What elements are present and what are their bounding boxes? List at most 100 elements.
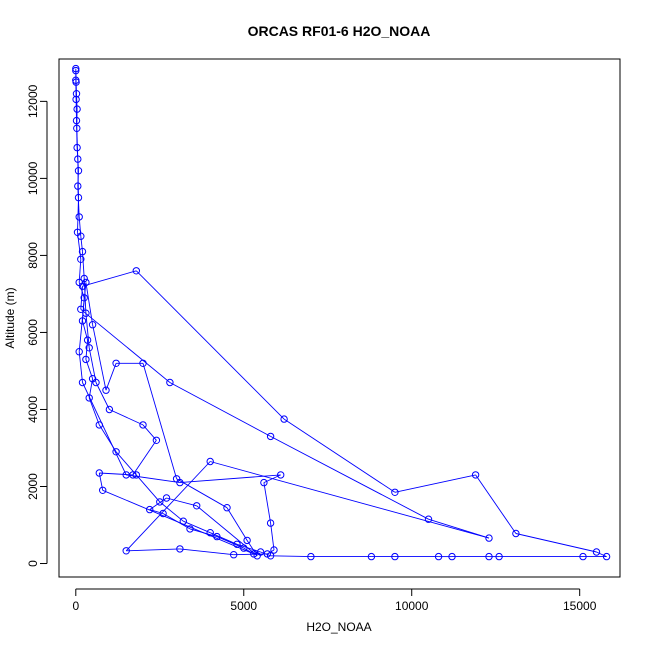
- series-segment: [169, 382, 271, 437]
- data-point: [592, 548, 601, 556]
- data-point: [166, 378, 174, 387]
- data-point: [602, 552, 611, 561]
- series-segment: [270, 523, 275, 551]
- series-segment: [149, 509, 164, 514]
- series-segment: [95, 382, 110, 410]
- data-point: [424, 515, 433, 523]
- data-point: [250, 550, 258, 558]
- data-point: [579, 552, 587, 561]
- data-point: [266, 519, 275, 527]
- data-point: [95, 469, 104, 477]
- data-point: [139, 421, 147, 429]
- data-point: [485, 534, 493, 542]
- data-point: [471, 471, 480, 479]
- data-point: [307, 552, 315, 561]
- data-point: [73, 143, 81, 152]
- data-point: [263, 550, 271, 558]
- data-point: [152, 436, 161, 444]
- data-point: [243, 536, 251, 545]
- series-segment: [126, 548, 180, 552]
- series-line: [75, 68, 607, 558]
- data-point: [112, 359, 120, 367]
- data-point: [95, 421, 104, 429]
- y-axis-label: Altitude (m): [3, 287, 17, 348]
- data-point: [280, 415, 288, 423]
- data-point: [206, 529, 214, 537]
- y-tick-label: 8000: [26, 242, 40, 269]
- series-segment: [82, 270, 137, 287]
- data-point: [391, 552, 399, 561]
- data-point: [72, 90, 81, 98]
- series-segment: [82, 251, 85, 279]
- data-point: [75, 348, 83, 356]
- data-point: [260, 478, 268, 487]
- data-point: [485, 552, 493, 561]
- series-segment: [78, 259, 82, 283]
- series-segment: [183, 520, 211, 534]
- series-segment: [475, 474, 517, 534]
- chart-title: ORCAS RF01-6 H2O_NOAA: [248, 23, 431, 39]
- data-point: [82, 278, 90, 287]
- data-point: [277, 471, 285, 479]
- series-segment: [159, 501, 184, 522]
- series-segment: [92, 324, 107, 391]
- data-point: [132, 267, 141, 275]
- series-segment: [226, 507, 248, 541]
- series-segment: [99, 472, 133, 476]
- series-segment: [85, 282, 94, 325]
- x-axis-label: H2O_NOAA: [306, 620, 371, 634]
- series-segment: [596, 551, 607, 558]
- data-point: [77, 232, 85, 240]
- series-segment: [179, 474, 281, 484]
- data-point: [132, 471, 141, 479]
- data-point: [172, 475, 181, 483]
- data-point: [105, 405, 114, 414]
- y-tick-label: 10000: [26, 161, 40, 195]
- series-points: [72, 64, 611, 561]
- data-point: [77, 255, 85, 263]
- data-point: [213, 532, 221, 541]
- series-segment: [270, 555, 311, 558]
- data-point: [74, 167, 83, 175]
- data-point: [186, 525, 194, 533]
- data-point: [99, 486, 107, 494]
- data-point: [391, 488, 399, 496]
- data-point: [146, 505, 154, 514]
- data-point: [74, 193, 83, 202]
- series-segment: [125, 461, 211, 552]
- series-segment: [105, 363, 117, 391]
- data-point: [85, 344, 93, 352]
- series-segment: [80, 236, 83, 252]
- data-point: [80, 274, 88, 283]
- y-axis: 0 2000 4000 6000 8000 10000 12000: [26, 84, 48, 567]
- data-point: [240, 544, 248, 552]
- series-segment: [102, 489, 254, 555]
- data-point: [122, 547, 130, 555]
- series-segment: [76, 147, 79, 171]
- data-point: [74, 155, 82, 163]
- data-point: [78, 247, 87, 256]
- data-point: [74, 182, 82, 190]
- series-segment: [132, 440, 157, 476]
- series-segment: [78, 351, 83, 383]
- series-segment: [166, 497, 197, 507]
- series-segment: [394, 474, 476, 493]
- series-segment: [77, 186, 80, 217]
- data-point: [448, 552, 456, 561]
- x-tick-label: 15000: [563, 599, 597, 613]
- y-tick-label: 0: [26, 560, 40, 567]
- data-point: [83, 336, 92, 344]
- data-point: [72, 76, 80, 84]
- series-segment: [236, 543, 261, 553]
- series-segment: [515, 533, 597, 553]
- data-point: [367, 552, 376, 561]
- data-point: [193, 502, 201, 510]
- data-point: [495, 552, 503, 561]
- y-tick-label: 6000: [26, 319, 40, 346]
- series-segment: [80, 308, 171, 383]
- data-point: [162, 494, 171, 502]
- data-point: [270, 546, 278, 554]
- data-point: [159, 509, 167, 518]
- data-point: [434, 552, 443, 561]
